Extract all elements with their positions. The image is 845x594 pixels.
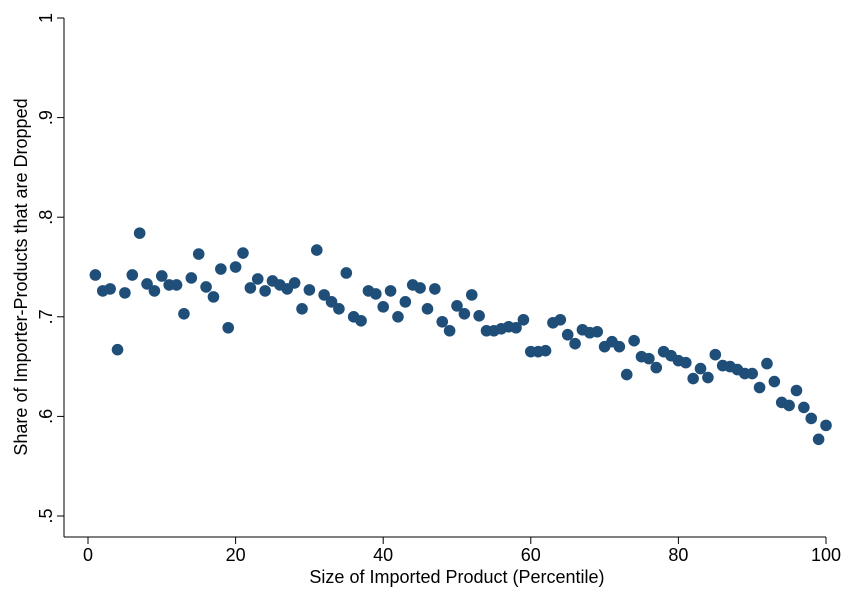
data-point — [148, 285, 161, 297]
data-point — [702, 371, 714, 384]
data-point — [451, 300, 463, 312]
data-point — [303, 284, 316, 296]
data-point — [104, 283, 116, 295]
data-point — [465, 289, 478, 301]
data-point — [340, 267, 353, 279]
y-tick-label: .9 — [36, 110, 56, 125]
data-point — [650, 361, 663, 374]
data-point — [473, 310, 485, 322]
y-tick-label: .5 — [36, 508, 56, 523]
data-point — [377, 301, 390, 313]
data-point — [561, 328, 574, 341]
data-point — [170, 279, 183, 291]
data-point — [510, 321, 522, 334]
data-point — [679, 356, 692, 369]
data-point — [591, 325, 604, 338]
data-point — [296, 303, 308, 315]
data-point — [613, 340, 626, 353]
data-point — [798, 401, 810, 414]
data-point — [215, 263, 227, 275]
data-point — [200, 281, 212, 293]
data-point — [812, 433, 825, 446]
x-tick-label: 40 — [373, 545, 393, 565]
data-point — [126, 269, 139, 281]
data-point — [620, 368, 633, 381]
data-point — [517, 313, 530, 326]
data-point — [539, 344, 552, 357]
data-point — [310, 244, 323, 256]
data-point — [554, 313, 567, 326]
data-point — [119, 287, 131, 299]
data-point — [178, 308, 190, 320]
data-point — [761, 357, 773, 370]
data-point — [370, 288, 382, 300]
x-tick-label: 80 — [668, 545, 688, 565]
data-point — [355, 314, 367, 327]
data-point — [288, 277, 301, 289]
axes — [63, 18, 826, 538]
data-point — [709, 348, 722, 361]
data-point — [192, 248, 205, 260]
data-point — [746, 367, 758, 380]
data-point — [820, 419, 832, 432]
data-point — [229, 261, 242, 273]
x-tick-label: 0 — [83, 545, 93, 565]
x-tick-label: 100 — [811, 545, 841, 565]
data-point — [259, 285, 271, 297]
data-point — [628, 334, 640, 347]
data-point — [458, 308, 471, 320]
data-point — [790, 384, 803, 397]
data-point — [318, 289, 330, 301]
data-point — [185, 272, 198, 284]
data-point — [237, 247, 249, 259]
data-point — [222, 321, 235, 334]
data-point — [133, 227, 146, 239]
data-point — [643, 352, 655, 365]
data-point — [694, 362, 707, 375]
y-tick-label: .7 — [36, 309, 56, 324]
data-point — [244, 282, 257, 294]
y-axis-title: Share of Importer-Products that are Drop… — [11, 98, 31, 455]
data-point — [89, 269, 102, 281]
data-point — [436, 315, 449, 328]
data-point — [429, 283, 441, 295]
data-point — [392, 311, 404, 323]
data-point — [768, 375, 781, 388]
data-point — [414, 282, 426, 294]
data-point — [141, 278, 153, 290]
data-point — [325, 296, 338, 308]
data-point — [156, 270, 168, 282]
data-point — [569, 337, 581, 350]
data-point — [207, 291, 220, 303]
y-tick-label: 1 — [36, 13, 56, 23]
x-tick-label: 20 — [226, 545, 246, 565]
data-point — [399, 296, 412, 308]
x-axis-title: Size of Imported Product (Percentile) — [309, 567, 604, 587]
data-point — [687, 372, 699, 385]
data-point — [333, 303, 345, 315]
data-points — [89, 227, 832, 446]
data-point — [384, 285, 397, 297]
x-axis-ticks: 0 20 40 60 80 100 — [83, 537, 841, 565]
y-tick-label: .6 — [36, 409, 56, 424]
data-point — [783, 399, 795, 412]
data-point — [251, 273, 264, 285]
y-axis-ticks: .5 .6 .7 .8 .9 1 — [36, 13, 64, 524]
data-point — [111, 343, 124, 356]
data-point — [805, 412, 818, 425]
x-tick-label: 60 — [521, 545, 541, 565]
y-tick-label: .8 — [36, 210, 56, 225]
data-point — [753, 381, 766, 394]
data-point — [421, 303, 434, 315]
data-point — [443, 324, 456, 337]
